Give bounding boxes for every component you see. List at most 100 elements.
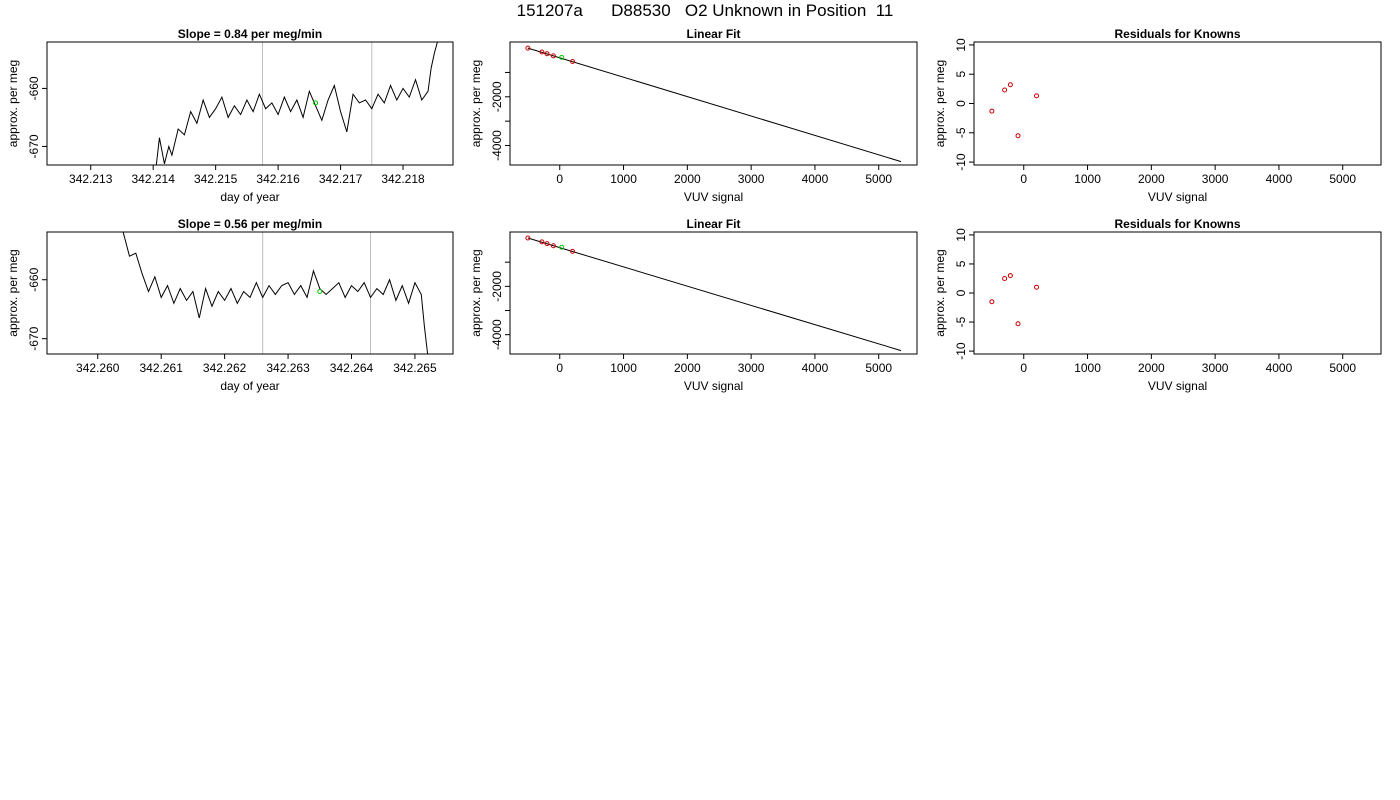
- x-tick-label: 2000: [674, 172, 701, 186]
- x-tick-label: 342.213: [69, 172, 113, 186]
- x-tick-label: 342.260: [76, 361, 120, 375]
- plot-area: [525, 235, 902, 352]
- residual-point: [1007, 82, 1013, 88]
- known-point: [539, 49, 545, 55]
- fit-line: [527, 47, 902, 163]
- series-line: [122, 232, 429, 354]
- x-tick-label: 5000: [1329, 361, 1356, 375]
- unknown-marker: [317, 289, 323, 295]
- plot-frame: [973, 231, 1382, 355]
- series-line: [155, 42, 438, 165]
- y-tick-label: -10: [954, 342, 968, 360]
- x-axis-label: day of year: [220, 379, 279, 393]
- y-tick-label: -4000: [490, 319, 504, 350]
- panel-title: Linear Fit: [686, 217, 740, 231]
- known-point: [525, 45, 531, 51]
- known-point: [544, 51, 550, 57]
- residual-point: [1034, 93, 1040, 99]
- x-tick-label: 2000: [1138, 172, 1165, 186]
- known-point: [544, 241, 550, 247]
- plot-area: [155, 42, 438, 165]
- x-tick-label: 0: [1020, 361, 1027, 375]
- panel-row1-residuals: 0 1000 2000 3000 4000 5000 -10 -5 0 5 10 Residuals …: [933, 27, 1382, 204]
- panel-title: Residuals for Knowns: [1114, 217, 1240, 231]
- plot-frame: [46, 231, 454, 355]
- unknown-marker: [313, 100, 319, 106]
- y-tick-label: 5: [954, 71, 968, 78]
- y-tick-label: 10: [954, 228, 968, 242]
- figure-title: 151207a D88530 O2 Unknown in Position 11: [516, 1, 894, 20]
- x-tick-label: 2000: [1138, 361, 1165, 375]
- x-tick-label: 1000: [610, 361, 637, 375]
- y-tick-label: -660: [27, 76, 41, 100]
- x-tick-label: 342.216: [256, 172, 300, 186]
- y-tick-label: -10: [954, 153, 968, 171]
- x-tick-label: 4000: [802, 172, 829, 186]
- panel-title: Slope = 0.56 per meg/min: [178, 217, 322, 231]
- x-tick-label: 3000: [1202, 361, 1229, 375]
- x-tick-label: 4000: [802, 361, 829, 375]
- x-tick-label: 342.261: [139, 361, 183, 375]
- x-axis-label: VUV signal: [1148, 379, 1207, 393]
- plot-frame: [509, 231, 918, 355]
- panel-title: Slope = 0.84 per meg/min: [178, 27, 322, 41]
- known-point: [525, 235, 531, 241]
- plot-frame: [46, 41, 454, 166]
- x-tick-label: 3000: [738, 361, 765, 375]
- x-axis-label: VUV signal: [1148, 190, 1207, 204]
- x-axis-label: day of year: [220, 190, 279, 204]
- y-tick-label: -670: [27, 326, 41, 350]
- x-tick-label: 1000: [1074, 361, 1101, 375]
- known-point: [550, 243, 556, 249]
- y-tick-label: 5: [954, 260, 968, 267]
- x-tick-label: 342.214: [131, 172, 175, 186]
- unknown-marker: [559, 54, 565, 60]
- x-tick-label: 5000: [865, 172, 892, 186]
- residual-point: [1007, 273, 1013, 279]
- panel-row2-linearfit: 0 1000 2000 3000 4000 5000 -4000 -2000 Linear Fi…: [469, 217, 918, 393]
- x-tick-label: 1000: [610, 172, 637, 186]
- x-tick-label: 342.264: [330, 361, 374, 375]
- plot-frame: [509, 41, 918, 166]
- y-axis-label: approx. per meg: [933, 60, 947, 147]
- unknown-marker: [559, 244, 565, 250]
- known-point: [570, 58, 576, 64]
- x-tick-label: 342.263: [266, 361, 310, 375]
- plot-frame: [973, 41, 1382, 166]
- y-tick-label: -2000: [490, 271, 504, 302]
- x-tick-label: 4000: [1266, 172, 1293, 186]
- residual-point: [1002, 87, 1008, 93]
- known-point: [550, 53, 556, 59]
- panel-row1-linearfit: 0 1000 2000 3000 4000 5000 -4000 -2000 Linear Fi…: [469, 27, 918, 204]
- y-axis-label: approx. per meg: [6, 249, 20, 336]
- residual-point: [989, 299, 995, 305]
- residual-point: [1015, 321, 1021, 327]
- x-tick-label: 0: [556, 361, 563, 375]
- panel-row2-residuals: 0 1000 2000 3000 4000 5000 -10 -5 0 5 10 Residuals …: [933, 217, 1382, 393]
- residual-point: [1015, 133, 1021, 139]
- x-tick-label: 342.217: [319, 172, 363, 186]
- known-point: [570, 248, 576, 254]
- panel-title: Residuals for Knowns: [1114, 27, 1240, 41]
- x-tick-label: 3000: [738, 172, 765, 186]
- y-tick-label: -4000: [490, 130, 504, 161]
- x-tick-label: 0: [1020, 172, 1027, 186]
- residual-point: [1034, 284, 1040, 290]
- x-tick-label: 2000: [674, 361, 701, 375]
- plot-area: [525, 45, 902, 163]
- y-tick-label: -660: [27, 267, 41, 291]
- y-tick-label: 0: [954, 100, 968, 107]
- x-tick-label: 5000: [865, 361, 892, 375]
- x-tick-label: 342.215: [194, 172, 238, 186]
- x-tick-label: 5000: [1329, 172, 1356, 186]
- residual-point: [989, 108, 995, 114]
- y-tick-label: 0: [954, 289, 968, 296]
- x-tick-label: 3000: [1202, 172, 1229, 186]
- y-axis-label: approx. per meg: [6, 60, 20, 147]
- x-tick-label: 342.218: [381, 172, 425, 186]
- known-point: [539, 239, 545, 245]
- residual-point: [1002, 275, 1008, 281]
- y-tick-label: -5: [954, 316, 968, 327]
- y-tick-label: -670: [27, 134, 41, 158]
